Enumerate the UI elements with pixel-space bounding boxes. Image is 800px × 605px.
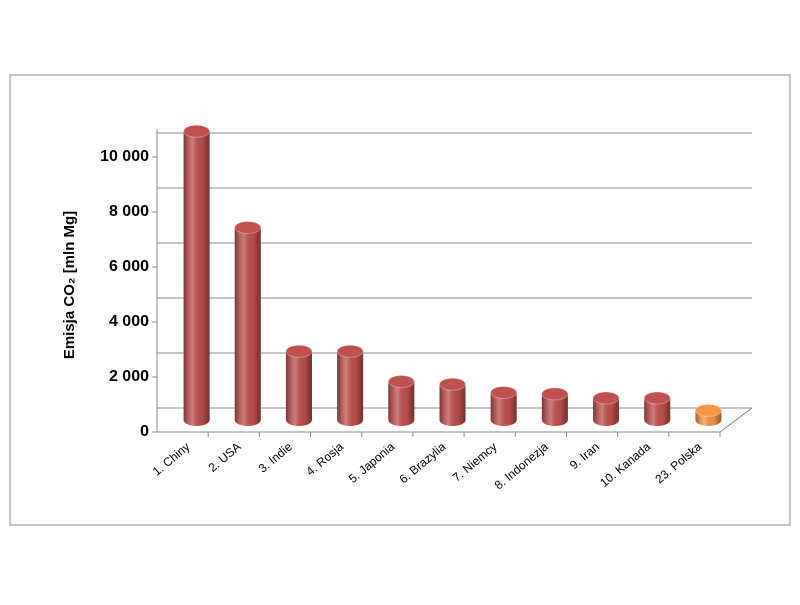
bar-shade xyxy=(388,381,415,426)
bar-top xyxy=(387,375,415,388)
bar-shade xyxy=(285,351,312,426)
bar-top xyxy=(336,344,364,358)
bar-top xyxy=(694,403,722,417)
bar-shade xyxy=(490,392,517,426)
y-tick-label: 10 000 xyxy=(100,148,149,165)
bar-shade xyxy=(183,131,210,426)
bar-top xyxy=(541,387,569,401)
y-tick-label: 4 000 xyxy=(109,313,149,330)
bar-top xyxy=(183,124,211,138)
bar xyxy=(336,344,364,426)
bar xyxy=(439,377,466,426)
bar xyxy=(592,391,620,426)
bar xyxy=(694,403,722,426)
bar-top xyxy=(285,344,313,358)
bar-shade xyxy=(439,384,466,426)
y-axis-label: Emisja CO₂ [mln Mg] xyxy=(61,211,78,359)
bar xyxy=(387,375,415,426)
bar-shade xyxy=(593,398,620,426)
bar-top xyxy=(592,391,620,405)
bar xyxy=(234,221,262,427)
bar-shade xyxy=(337,351,364,426)
bar xyxy=(643,391,671,426)
y-tick-label: 0 xyxy=(140,423,149,440)
bar-top xyxy=(439,377,466,391)
bar-shade xyxy=(234,227,261,427)
y-tick-label: 2 000 xyxy=(109,368,149,385)
bar-shade xyxy=(644,398,671,426)
bar xyxy=(183,124,211,426)
floor-edge xyxy=(719,407,753,433)
bar xyxy=(285,344,313,426)
bar-top xyxy=(490,386,518,399)
bar-top xyxy=(643,391,671,405)
y-tick-label: 8 000 xyxy=(109,203,149,220)
chart-frame xyxy=(9,74,791,526)
bar-shade xyxy=(541,393,568,426)
bar xyxy=(490,386,518,426)
y-tick-label: 6 000 xyxy=(109,258,149,275)
bar-top xyxy=(234,221,262,234)
bar xyxy=(541,387,569,426)
